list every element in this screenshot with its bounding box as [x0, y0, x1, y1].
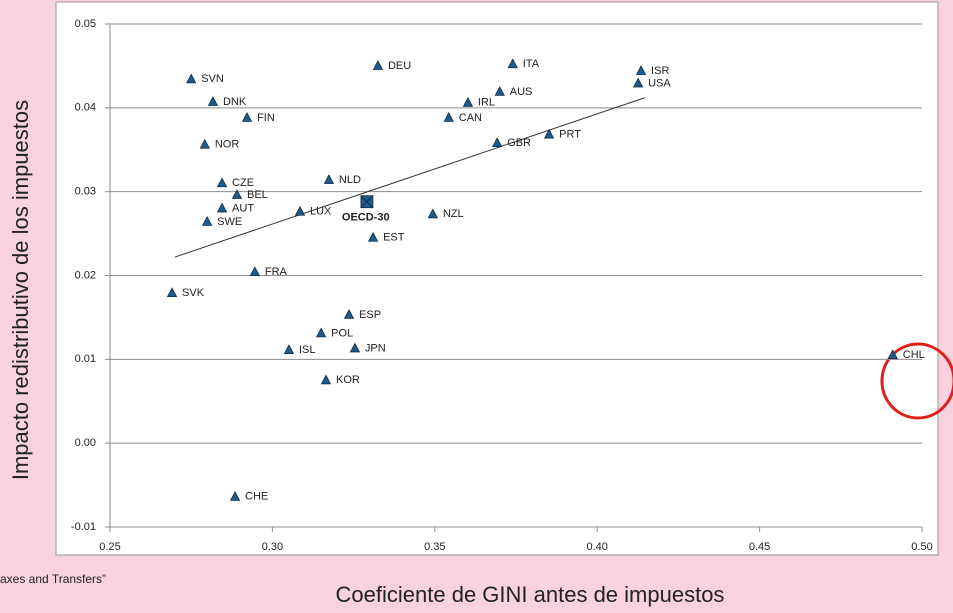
- point-label: OECD-30: [342, 212, 390, 224]
- point-label: SWE: [217, 216, 242, 228]
- point-label: ESP: [359, 309, 381, 321]
- point-label: CHL: [903, 349, 925, 361]
- point-label: KOR: [336, 374, 360, 386]
- point-label: NOR: [215, 139, 240, 151]
- point-marker: [216, 177, 228, 188]
- point-marker: [186, 73, 197, 84]
- x-tick-label: 0.50: [911, 541, 932, 553]
- point-marker: [372, 60, 384, 70]
- y-axis-label: Impacto redistributivo de los impuestos: [8, 100, 33, 480]
- point-label: CZE: [232, 177, 254, 189]
- point-label: NLD: [339, 174, 361, 186]
- y-tick-label: 0.02: [75, 269, 96, 281]
- point-marker: [166, 287, 178, 298]
- y-tick-label: 0.01: [75, 353, 96, 365]
- point-label: AUS: [510, 86, 533, 98]
- point-marker: [462, 96, 474, 107]
- point-marker: [241, 112, 253, 122]
- point-marker: [199, 138, 211, 149]
- x-tick-label: 0.30: [262, 541, 283, 553]
- point-label: USA: [648, 77, 671, 89]
- point-label: EST: [383, 232, 405, 244]
- point-label: ISL: [299, 344, 316, 356]
- point-marker: [507, 58, 518, 69]
- point-label: IRL: [478, 97, 495, 109]
- trendline: [174, 97, 645, 258]
- point-marker: [491, 137, 503, 147]
- point-label: CAN: [459, 112, 482, 124]
- point-label: SVK: [182, 287, 205, 299]
- point-label: JPN: [365, 342, 386, 354]
- point-label: CHE: [245, 491, 268, 503]
- source-note: axes and Transfers”: [0, 572, 106, 586]
- y-tick-label: 0.00: [75, 437, 96, 449]
- point-marker: [543, 128, 555, 139]
- y-tick-label: 0.03: [75, 186, 96, 198]
- point-label: FIN: [257, 112, 275, 124]
- x-tick-label: 0.45: [749, 541, 770, 553]
- point-label: ITA: [523, 58, 540, 70]
- x-tick-label: 0.35: [424, 541, 445, 553]
- y-tick-label: 0.04: [75, 102, 96, 114]
- y-tick-label: -0.01: [71, 521, 96, 533]
- point-label: FRA: [265, 266, 288, 278]
- point-label: NZL: [443, 208, 464, 220]
- point-label: SVN: [201, 73, 224, 85]
- point-marker: [323, 174, 335, 184]
- point-marker: [443, 112, 454, 122]
- y-tick-label: 0.05: [75, 18, 96, 30]
- highlight-circle: [880, 342, 953, 420]
- point-marker: [887, 349, 898, 360]
- point-marker: [494, 86, 505, 96]
- plot-background: [55, 1, 939, 556]
- point-marker: [294, 205, 306, 216]
- point-label: LUX: [310, 206, 332, 218]
- point-label: PRT: [559, 129, 581, 141]
- point-marker: [231, 189, 243, 199]
- point-marker: [320, 374, 332, 385]
- point-marker: [427, 208, 439, 219]
- point-marker: [315, 327, 327, 338]
- point-marker: [632, 77, 644, 88]
- point-label: AUT: [232, 202, 254, 214]
- x-tick-label: 0.25: [99, 541, 120, 553]
- point-label: DEU: [388, 60, 411, 72]
- point-marker: [201, 215, 213, 226]
- point-marker: [283, 344, 295, 355]
- point-marker: [635, 65, 647, 75]
- point-label: ISR: [651, 65, 669, 77]
- point-label: POL: [331, 327, 353, 339]
- point-marker: [229, 490, 241, 501]
- point-label: BEL: [247, 189, 268, 201]
- x-axis-label: Coeficiente de GINI antes de impuestos: [336, 582, 725, 607]
- point-marker: [367, 231, 379, 242]
- point-label: GBR: [507, 137, 531, 149]
- point-marker: [343, 309, 355, 319]
- point-marker: [216, 202, 228, 213]
- point-cross: [360, 195, 374, 209]
- point-marker: [249, 266, 261, 277]
- x-tick-label: 0.40: [586, 541, 607, 553]
- point-marker: [349, 342, 361, 353]
- point-label: DNK: [223, 96, 247, 108]
- point-marker: [207, 96, 219, 106]
